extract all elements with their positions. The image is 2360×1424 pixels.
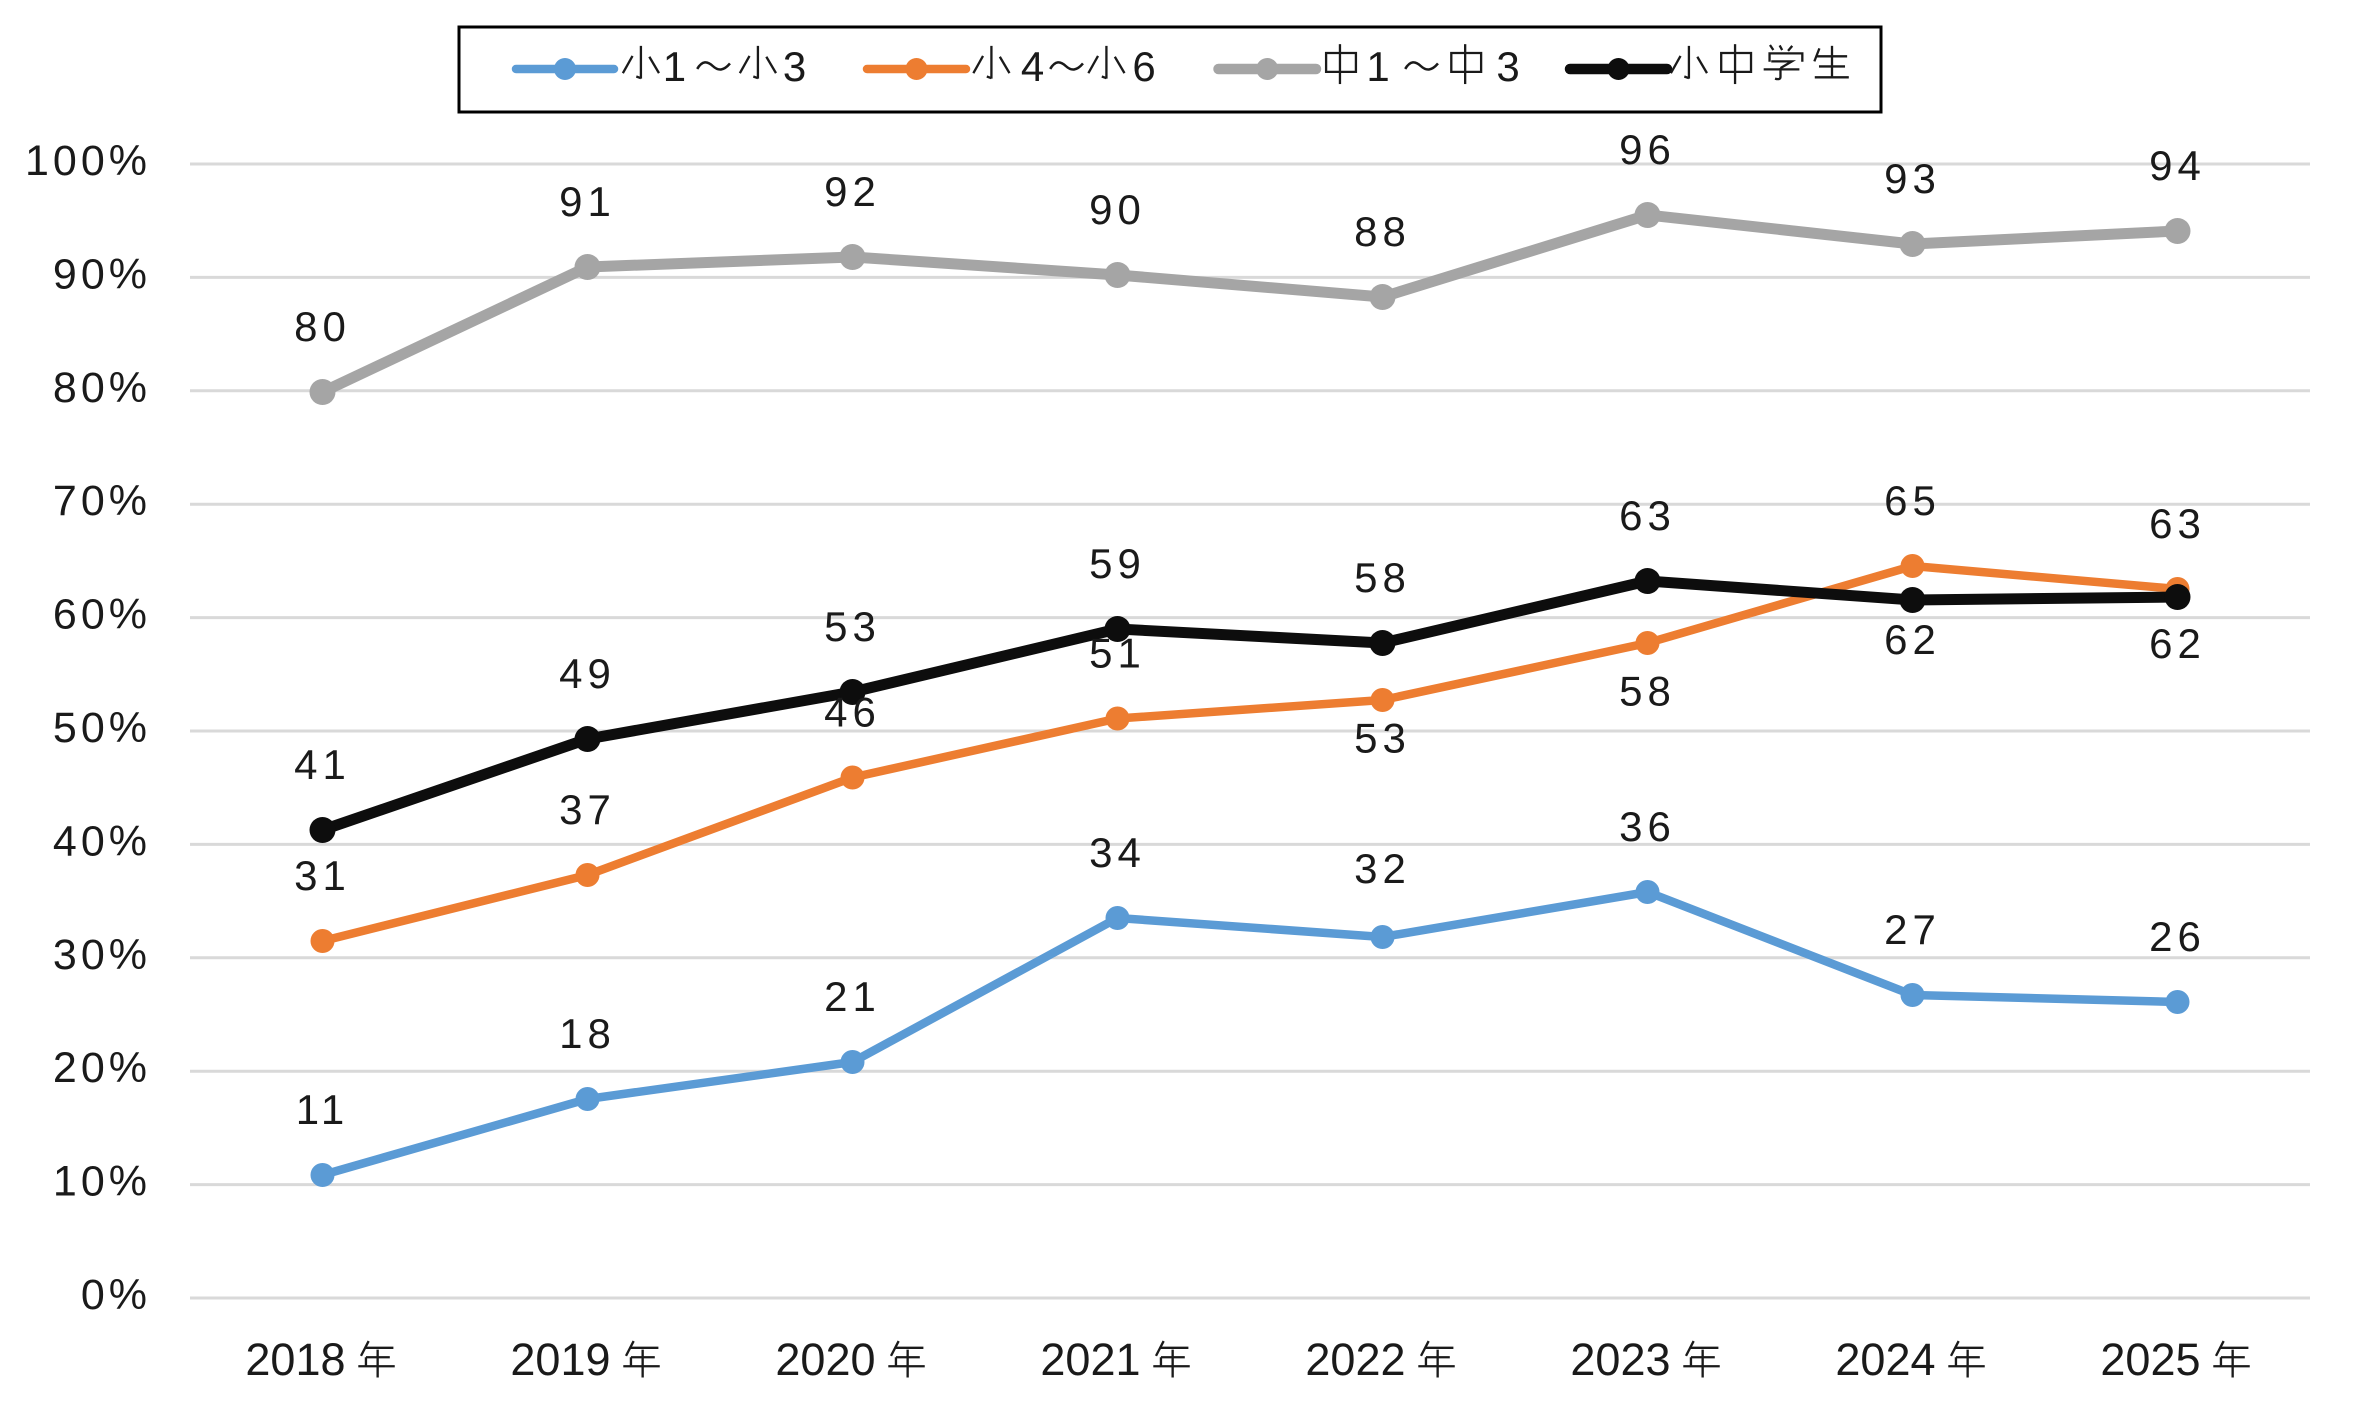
- svg-text:20%: 20%: [53, 1044, 151, 1092]
- svg-text:63: 63: [2149, 500, 2206, 547]
- svg-text:90: 90: [1089, 186, 1146, 233]
- svg-text:62: 62: [1884, 616, 1941, 663]
- svg-text:93: 93: [1884, 155, 1941, 202]
- svg-text:31: 31: [294, 852, 351, 899]
- svg-text:2020: 2020: [775, 1334, 875, 1385]
- svg-text:63: 63: [1619, 492, 1676, 539]
- svg-text:80%: 80%: [53, 364, 151, 412]
- svg-text:53: 53: [1354, 715, 1411, 762]
- svg-text:88: 88: [1354, 208, 1411, 255]
- svg-text:2024: 2024: [1835, 1334, 1935, 1385]
- svg-text:6: 6: [1132, 43, 1155, 90]
- svg-text:2022: 2022: [1305, 1334, 1405, 1385]
- svg-text:92: 92: [824, 168, 881, 215]
- svg-text:49: 49: [559, 650, 616, 697]
- svg-text:27: 27: [1884, 906, 1941, 953]
- svg-text:2021: 2021: [1040, 1334, 1140, 1385]
- svg-text:65: 65: [1884, 477, 1941, 524]
- svg-text:26: 26: [2149, 913, 2206, 960]
- svg-text:53: 53: [824, 603, 881, 650]
- svg-text:58: 58: [1354, 554, 1411, 601]
- svg-text:96: 96: [1619, 126, 1676, 173]
- svg-text:59: 59: [1089, 540, 1146, 587]
- svg-text:0%: 0%: [81, 1271, 151, 1319]
- svg-text:80: 80: [294, 303, 351, 350]
- svg-text:1: 1: [663, 43, 686, 90]
- svg-text:2025: 2025: [2100, 1334, 2200, 1385]
- svg-text:11: 11: [296, 1086, 350, 1133]
- svg-text:100%: 100%: [25, 137, 151, 185]
- svg-text:37: 37: [559, 786, 616, 833]
- svg-text:2018: 2018: [245, 1334, 345, 1385]
- svg-text:32: 32: [1354, 845, 1411, 892]
- svg-text:40%: 40%: [53, 817, 151, 865]
- svg-text:62: 62: [2149, 620, 2206, 667]
- svg-text:4: 4: [1021, 43, 1044, 90]
- svg-text:18: 18: [559, 1010, 616, 1057]
- svg-text:50%: 50%: [53, 704, 151, 752]
- svg-text:60%: 60%: [53, 591, 151, 639]
- svg-text:70%: 70%: [53, 477, 151, 525]
- svg-text:3: 3: [783, 43, 806, 90]
- svg-text:30%: 30%: [53, 931, 151, 979]
- svg-text:3: 3: [1496, 43, 1519, 90]
- svg-text:94: 94: [2149, 142, 2206, 189]
- svg-text:51: 51: [1089, 630, 1146, 677]
- svg-text:58: 58: [1619, 668, 1676, 715]
- svg-text:1: 1: [1366, 43, 1389, 90]
- svg-text:21: 21: [824, 973, 881, 1020]
- svg-text:36: 36: [1619, 803, 1676, 850]
- svg-text:34: 34: [1089, 829, 1146, 876]
- svg-text:41: 41: [294, 741, 351, 788]
- svg-text:90%: 90%: [53, 250, 151, 298]
- svg-text:2019: 2019: [510, 1334, 610, 1385]
- svg-text:91: 91: [559, 178, 616, 225]
- svg-text:46: 46: [824, 689, 881, 736]
- svg-text:2023: 2023: [1570, 1334, 1670, 1385]
- svg-text:10%: 10%: [53, 1158, 151, 1206]
